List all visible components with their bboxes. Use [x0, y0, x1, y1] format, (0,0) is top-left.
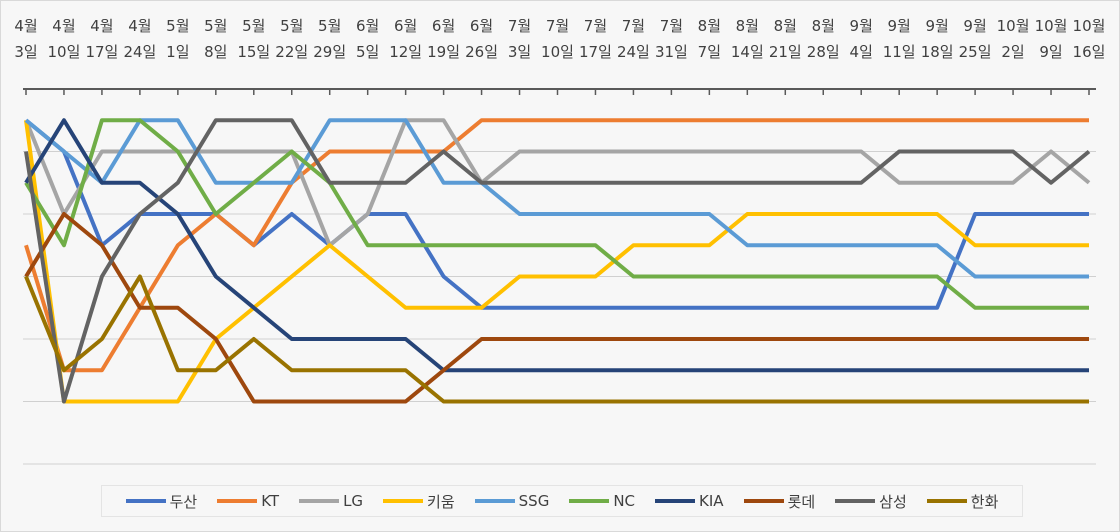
legend-item: NC — [569, 492, 635, 510]
x-tick-label: 6월 5일 — [356, 17, 380, 61]
legend-swatch — [743, 499, 784, 503]
legend-label: NC — [613, 492, 636, 510]
legend-label: 키움 — [427, 492, 455, 511]
x-tick-label: 5월 15일 — [237, 17, 271, 61]
legend-swatch — [835, 499, 876, 503]
x-tick-label: 4월 24일 — [123, 17, 157, 61]
x-tick-label: 7월 17일 — [579, 17, 612, 61]
legend-item: 삼성 — [835, 491, 907, 512]
x-tick-label: 10월 16일 — [1072, 17, 1106, 61]
x-tick-label: 5월 29일 — [313, 17, 347, 61]
legend-label: 삼성 — [879, 492, 907, 511]
x-tick-label: 9월 18일 — [920, 17, 954, 61]
series-line — [24, 118, 1089, 310]
legend-label: 롯데 — [787, 492, 816, 511]
legend-item: 키움 — [383, 491, 455, 512]
x-tick-label: 4월 17일 — [85, 17, 119, 61]
x-tick-label: 9월 11일 — [882, 17, 916, 61]
x-tick-label: 6월 26일 — [465, 17, 498, 61]
legend-label: KIA — [699, 492, 724, 510]
x-tick-label: 9월 25일 — [958, 17, 992, 61]
x-tick-label: 5월 1일 — [166, 17, 190, 61]
legend-label: LG — [343, 492, 364, 510]
x-tick-label: 5월 22일 — [275, 17, 309, 61]
legend-item: LG — [299, 492, 363, 510]
legend-label: 두산 — [169, 492, 198, 511]
x-tick-label: 7월 31일 — [654, 17, 688, 61]
legend: 두산 KT LG 키움 SSG NC KIA 롯데 삼성 한화 — [101, 485, 1023, 517]
x-tick-label: 9월 4일 — [849, 17, 873, 61]
legend-label: 한화 — [970, 492, 999, 511]
series-line — [24, 212, 1089, 404]
legend-label: KT — [261, 492, 280, 510]
legend-swatch — [569, 499, 610, 503]
x-tick-label: 8월 28일 — [806, 17, 840, 61]
x-tick-label: 5월 8일 — [204, 17, 228, 61]
x-tick-label: 10월 2일 — [996, 17, 1030, 61]
x-tick-label: 8월 14일 — [730, 17, 764, 61]
x-tick-label: 8월 21일 — [768, 17, 802, 61]
legend-item: KT — [217, 492, 279, 510]
legend-swatch — [383, 499, 424, 503]
series-line — [24, 118, 1091, 404]
x-tick-label: 7월 24일 — [616, 17, 650, 61]
series-line — [24, 118, 1089, 310]
legend-swatch — [926, 499, 967, 503]
series-line — [24, 118, 1089, 373]
x-tick-label: 4월 10일 — [47, 17, 81, 61]
series-line — [24, 119, 1089, 404]
legend-item: 롯데 — [743, 491, 816, 512]
legend-swatch — [655, 499, 696, 503]
x-tick-label: 10월 9일 — [1034, 17, 1068, 61]
x-tick-label: 8월 7일 — [697, 17, 722, 61]
legend-item: 한화 — [926, 491, 999, 512]
series-line — [24, 118, 1091, 248]
legend-swatch — [217, 499, 258, 503]
series-line — [24, 118, 1089, 373]
x-tick-label: 6월 12일 — [389, 17, 423, 61]
legend-swatch — [299, 499, 340, 503]
legend-item: 두산 — [125, 491, 198, 512]
legend-item: KIA — [655, 492, 724, 510]
legend-label: SSG — [518, 492, 550, 510]
legend-item: SSG — [474, 492, 550, 510]
series-line — [24, 274, 1089, 404]
x-tick-label: 7월 3일 — [507, 17, 532, 61]
series-line — [24, 118, 1089, 279]
x-tick-label: 6월 19일 — [427, 17, 461, 61]
legend-swatch — [125, 499, 166, 503]
legend-swatch — [474, 499, 515, 503]
x-tick-label: 4월 3일 — [14, 17, 38, 61]
x-tick-label: 7월 10일 — [541, 17, 574, 61]
